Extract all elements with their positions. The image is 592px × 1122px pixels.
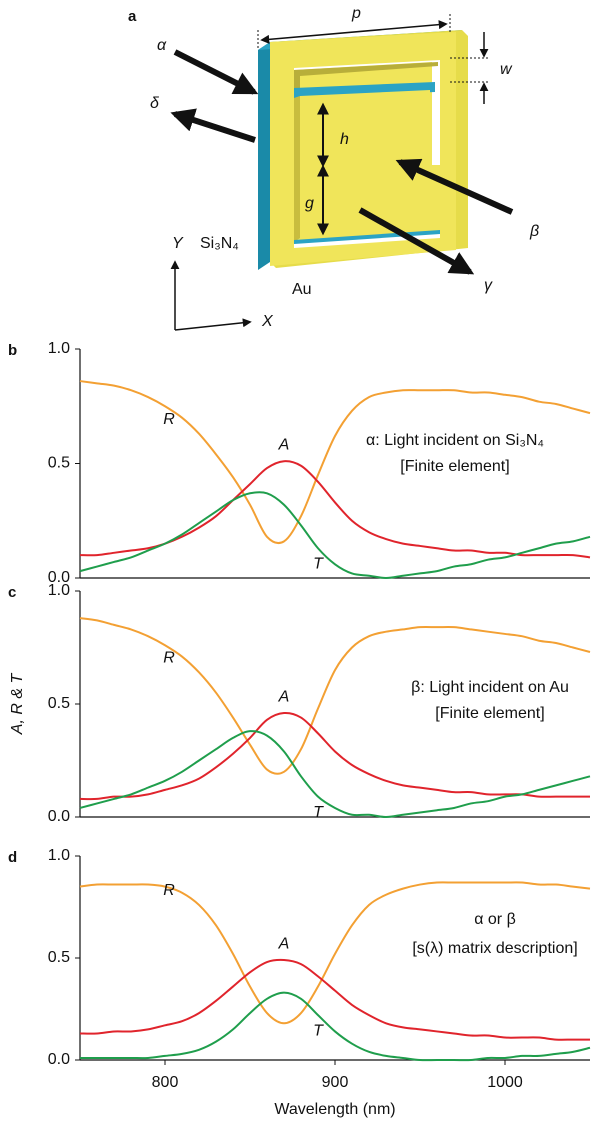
arrow-delta — [170, 108, 256, 143]
y-tick-label: 0.0 — [48, 808, 70, 825]
y-tick-label: 0.5 — [48, 949, 70, 966]
dim-p — [260, 20, 448, 44]
axis-x-arrow — [174, 318, 252, 331]
series-label: R — [163, 650, 175, 667]
panel-label: d — [8, 849, 17, 866]
y-tick-label: 0.0 — [48, 569, 70, 586]
arrow-gamma — [358, 207, 475, 275]
series-label: A — [278, 436, 290, 453]
x-tick-label: 800 — [152, 1074, 179, 1091]
y-tick-label: 1.0 — [48, 847, 70, 864]
label-gamma: γ — [484, 277, 493, 294]
series-line — [79, 881, 591, 1025]
label-si3n4: Si₃N₄ — [200, 235, 239, 252]
y-axis-label: A, R & T — [9, 673, 26, 736]
series-line — [79, 730, 591, 819]
annotation: [Finite element] — [435, 705, 544, 722]
si3n4-edge — [258, 42, 270, 270]
panel-label: a — [128, 8, 137, 25]
x-tick-label: 1000 — [487, 1074, 523, 1091]
panel-label: b — [8, 342, 17, 359]
series-line — [79, 617, 591, 775]
chart-panel: c 0.0 0.5 1.0 R A Tβ: Light incident on Au [Fin… — [8, 582, 591, 825]
y-tick-label: 0.5 — [48, 455, 70, 472]
annotation: α: Light incident on Si₃N₄ — [366, 432, 544, 449]
y-tick-label: 0.0 — [48, 1051, 70, 1068]
label-w: w — [500, 61, 513, 78]
diagram: a p w α δ h g β γ Y — [128, 5, 539, 331]
label-delta: δ — [150, 95, 160, 112]
label-g: g — [305, 195, 314, 212]
series-line — [79, 380, 591, 545]
label-alpha: α — [157, 37, 167, 54]
series-label: T — [313, 555, 324, 572]
series-line — [79, 460, 591, 559]
series-line — [79, 711, 590, 801]
chart-panel: b 0.0 0.5 1.0 R A Tα: Light incident on Si₃N₄ [… — [8, 340, 591, 586]
label-h: h — [340, 131, 349, 148]
series-line — [79, 491, 591, 580]
label-p: p — [351, 5, 361, 22]
y-tick-label: 1.0 — [48, 340, 70, 357]
slot-shadow — [294, 62, 438, 162]
annotation: [s(λ) matrix description] — [412, 940, 577, 957]
inner-top — [294, 82, 435, 98]
inner-side — [294, 96, 300, 242]
chart-panel: d 0.0 0.5 1.0 800 900 1000 R A Tα or β [s(λ) matri… — [8, 847, 591, 1118]
series-label: T — [313, 804, 324, 821]
panel-label: c — [8, 584, 16, 601]
y-tick-label: 0.5 — [48, 695, 70, 712]
inner-plate — [300, 90, 430, 238]
series-line — [79, 958, 590, 1041]
label-au: Au — [292, 281, 312, 298]
annotation: β: Light incident on Au — [411, 679, 569, 696]
label-x: X — [261, 313, 274, 330]
y-tick-label: 1.0 — [48, 582, 70, 599]
series-label: T — [313, 1022, 324, 1039]
series-line — [80, 991, 591, 1062]
series-label: R — [163, 411, 175, 428]
arrow-alpha — [173, 49, 259, 95]
series-label: R — [163, 882, 175, 899]
x-tick-label: 900 — [322, 1074, 349, 1091]
series-label: A — [278, 688, 290, 705]
label-beta: β — [529, 223, 539, 240]
series-label: A — [278, 935, 290, 952]
arrow-beta — [395, 158, 514, 215]
annotation: α or β — [474, 911, 516, 928]
x-axis-label: Wavelength (nm) — [274, 1101, 395, 1118]
annotation: [Finite element] — [400, 458, 509, 475]
label-y: Y — [172, 235, 184, 252]
